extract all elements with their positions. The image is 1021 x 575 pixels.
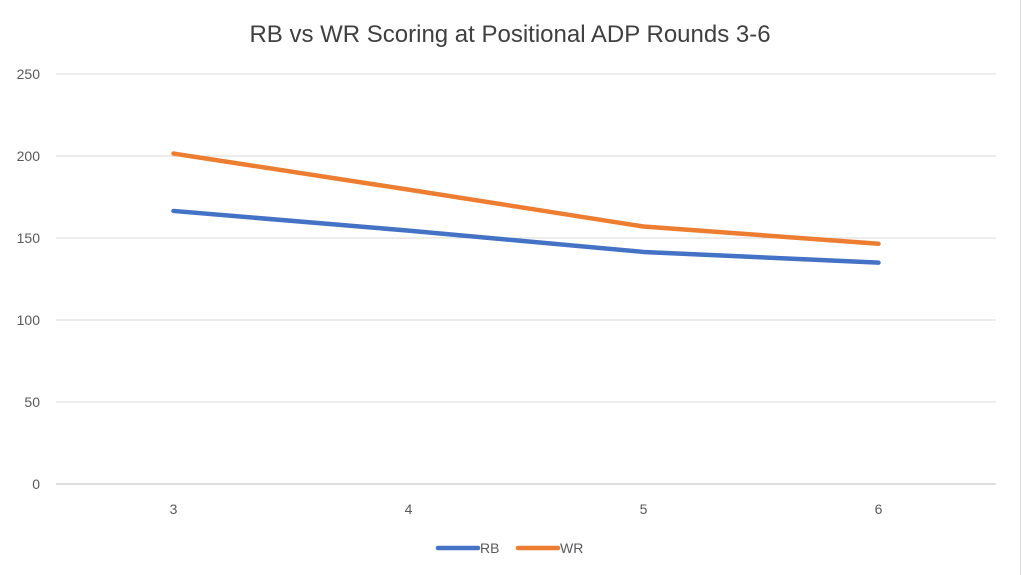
chart-title: RB vs WR Scoring at Positional ADP Round… (249, 21, 770, 48)
legend-label-wr: WR (560, 540, 583, 556)
y-tick-label: 200 (17, 148, 41, 164)
legend-label-rb: RB (480, 540, 499, 556)
y-tick-label: 150 (17, 230, 41, 246)
x-tick-label: 4 (405, 501, 413, 517)
gridlines (56, 73, 996, 485)
y-axis-ticks: 0 50 100 150 200 250 (17, 66, 41, 492)
series-line-wr (171, 151, 881, 246)
y-tick-label: 100 (17, 312, 41, 328)
y-tick-label: 0 (32, 476, 40, 492)
x-axis-ticks: 3 4 5 6 (170, 501, 883, 517)
x-tick-label: 3 (170, 501, 178, 517)
series-line-rb (171, 208, 881, 265)
x-tick-label: 5 (640, 501, 648, 517)
y-tick-label: 50 (24, 394, 40, 410)
legend: RB WR (435, 540, 583, 556)
series-lines (171, 151, 881, 265)
x-tick-label: 6 (875, 501, 883, 517)
y-tick-label: 250 (17, 66, 41, 82)
